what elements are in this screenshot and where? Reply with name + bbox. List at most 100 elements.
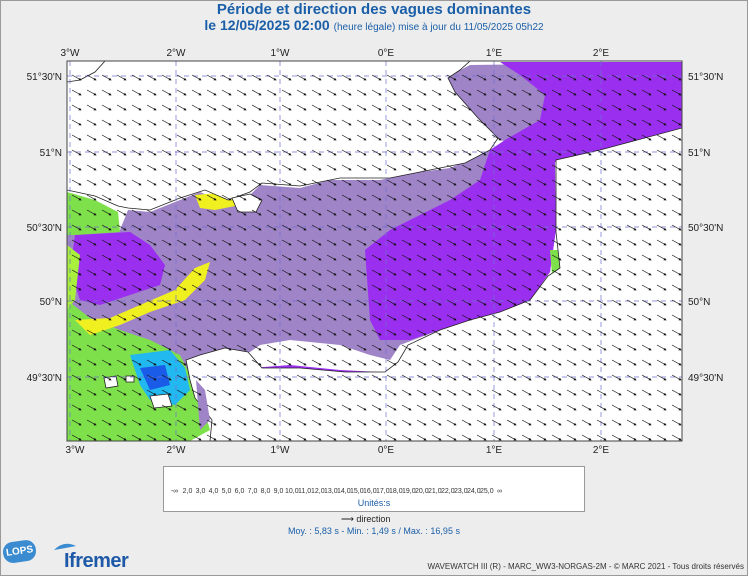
direction-arrow [251, 179, 262, 186]
direction-arrow [161, 119, 172, 126]
direction-arrow [176, 149, 187, 156]
direction-arrow [251, 374, 262, 381]
direction-arrow [581, 344, 592, 351]
direction-arrow [656, 239, 667, 246]
direction-arrow [611, 194, 622, 201]
direction-arrow [521, 419, 532, 426]
direction-arrow [551, 344, 562, 351]
direction-arrow [101, 344, 112, 351]
direction-arrow [71, 434, 82, 441]
direction-arrow [326, 269, 337, 276]
direction-arrow [491, 74, 502, 81]
direction-arrow [386, 419, 397, 426]
direction-arrow [146, 104, 157, 111]
direction-arrow [626, 104, 637, 111]
land-cotentin-inner [196, 380, 210, 430]
direction-arrow [611, 104, 622, 111]
direction-arrow [251, 194, 262, 201]
direction-arrow [491, 344, 502, 351]
direction-arrow [506, 74, 517, 81]
direction-arrow [521, 329, 532, 336]
direction-arrow [86, 374, 97, 381]
direction-arrow [626, 179, 637, 186]
direction-arrow [491, 434, 502, 441]
direction-arrow [566, 89, 577, 96]
direction-arrow [461, 404, 472, 411]
direction-arrow [491, 284, 502, 291]
direction-arrow [566, 119, 577, 126]
direction-arrow [161, 284, 172, 291]
direction-arrow [221, 164, 232, 171]
legend-tick: -∞ [170, 488, 179, 495]
direction-arrow [311, 299, 322, 306]
direction-arrow [371, 224, 382, 231]
direction-arrow [446, 359, 457, 366]
direction-arrow [416, 119, 427, 126]
direction-arrow [281, 104, 292, 111]
direction-arrow [491, 254, 502, 261]
direction-arrow [221, 224, 232, 231]
direction-arrow [551, 224, 562, 231]
direction-arrow [581, 134, 592, 141]
direction-arrow [611, 404, 622, 411]
direction-arrow [521, 104, 532, 111]
direction-arrow [416, 284, 427, 291]
direction-arrow [116, 389, 127, 396]
direction-arrow [641, 209, 652, 216]
direction-arrow [491, 359, 502, 366]
lon-label: 1°W [271, 48, 291, 59]
direction-arrow [641, 419, 652, 426]
direction-arrow [86, 434, 97, 441]
direction-arrow [131, 209, 142, 216]
direction-arrow [431, 149, 442, 156]
direction-arrow [521, 209, 532, 216]
direction-arrow [266, 329, 277, 336]
direction-arrow [551, 149, 562, 156]
direction-arrow [146, 389, 157, 396]
direction-arrow [131, 134, 142, 141]
direction-arrow [341, 299, 352, 306]
direction-arrow [536, 389, 547, 396]
direction-arrow [116, 434, 127, 441]
direction-arrow [86, 329, 97, 336]
direction-arrow [266, 239, 277, 246]
direction-arrow [371, 239, 382, 246]
direction-arrow [341, 374, 352, 381]
direction-arrow [191, 314, 202, 321]
direction-arrow [671, 434, 682, 441]
direction-arrow [641, 359, 652, 366]
direction-arrow [131, 164, 142, 171]
direction-arrow [161, 134, 172, 141]
direction-arrow [566, 239, 577, 246]
direction-arrow [131, 359, 142, 366]
lat-label: 51°30'N [688, 72, 723, 83]
direction-arrow [326, 404, 337, 411]
direction-arrow [536, 224, 547, 231]
legend-tick: 12,0 [311, 488, 325, 495]
direction-arrow [176, 194, 187, 201]
direction-arrow [506, 404, 517, 411]
direction-arrow [671, 299, 682, 306]
direction-arrow [611, 344, 622, 351]
direction-arrow [476, 269, 487, 276]
direction-arrow [416, 404, 427, 411]
direction-arrow [341, 209, 352, 216]
direction-arrow [251, 104, 262, 111]
direction-arrow [431, 359, 442, 366]
direction-arrow [341, 314, 352, 321]
direction-arrow [176, 434, 187, 441]
direction-arrow [536, 419, 547, 426]
direction-arrow [191, 179, 202, 186]
direction-arrow [86, 104, 97, 111]
direction-arrow [476, 404, 487, 411]
direction-arrow [566, 389, 577, 396]
direction-arrow [671, 164, 682, 171]
direction-arrow [251, 419, 262, 426]
direction-arrow [356, 134, 367, 141]
direction-arrow [371, 104, 382, 111]
direction-arrow [626, 224, 637, 231]
direction-arrow [626, 284, 637, 291]
direction-arrow [656, 299, 667, 306]
direction-arrow [101, 329, 112, 336]
direction-arrow [341, 389, 352, 396]
